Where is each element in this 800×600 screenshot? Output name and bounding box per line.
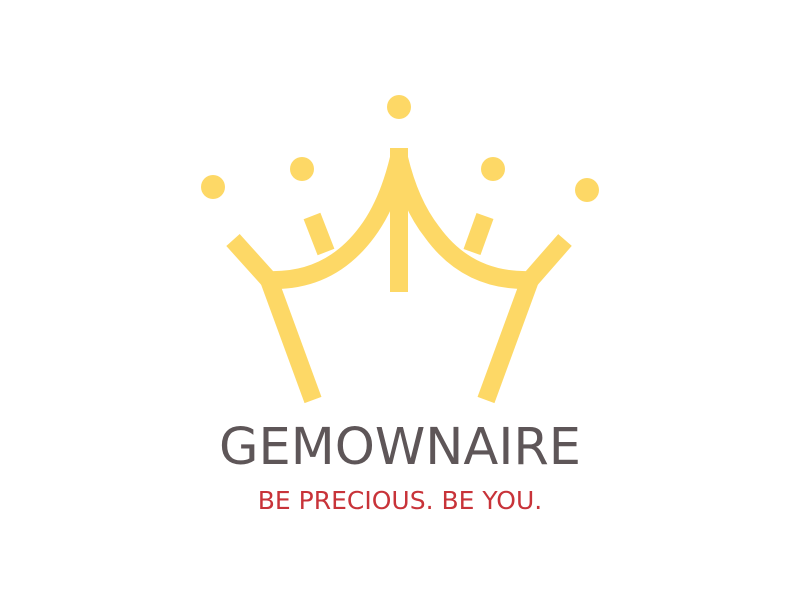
crown-jewel-inner-right (481, 157, 505, 181)
crown-leg-right (477, 276, 539, 404)
brand-name: GEMOWNAIRE (218, 418, 582, 477)
crown-prong-inner-left (303, 212, 335, 256)
tagline: BE PRECIOUS. BE YOU. (257, 486, 543, 515)
crown-arch (226, 155, 572, 290)
crown-leg-left (260, 276, 322, 404)
crown-jewel-outer-left (201, 175, 225, 199)
crown-jewel-inner-left (290, 157, 314, 181)
crown-jewel-outer-right (575, 178, 599, 202)
crown-jewel-center (387, 95, 411, 119)
crown-prong-inner-right (463, 212, 494, 256)
